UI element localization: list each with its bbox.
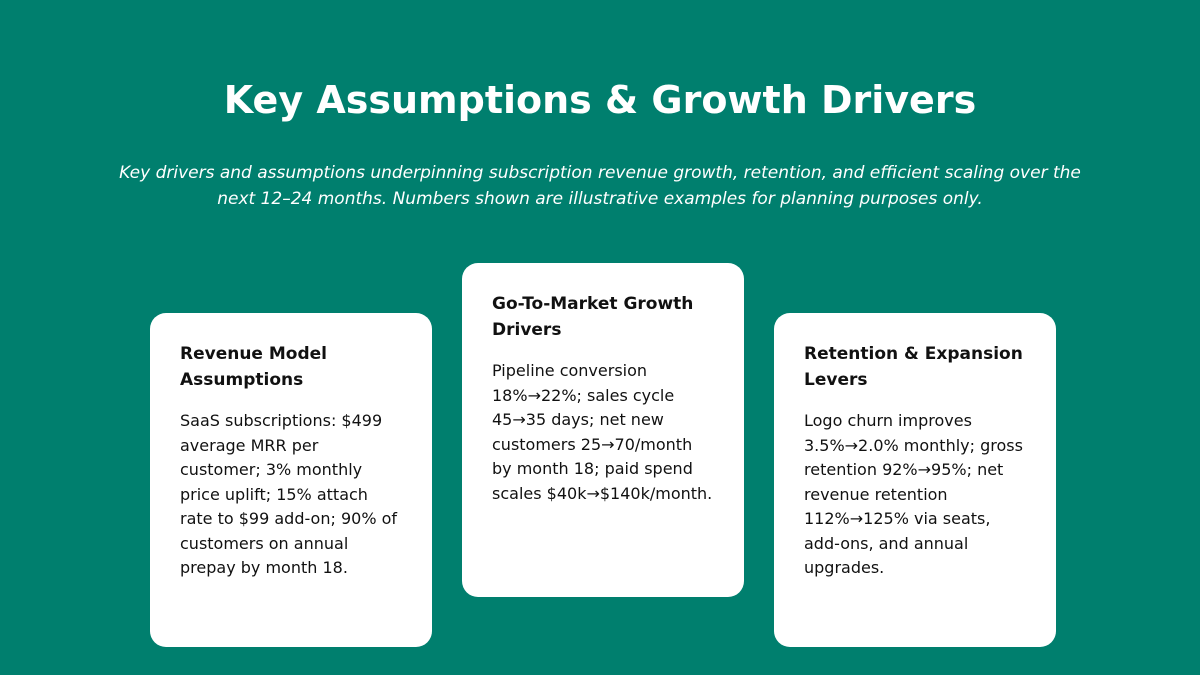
card-title: Go-To-Market Growth Drivers	[492, 294, 694, 340]
card-title: Retention & Expansion Levers	[804, 344, 1023, 390]
subtitle: Key drivers and assumptions underpinning…	[119, 163, 1081, 209]
card: Go-To-Market Growth Drivers Pipeline con…	[462, 263, 744, 597]
card: Retention & Expansion Levers Logo churn …	[774, 313, 1056, 647]
title: Key Assumptions & Growth Drivers	[223, 78, 977, 122]
card-body: SaaS subscriptions: $499 average MRR per…	[180, 411, 398, 577]
card-body: Logo churn improves 3.5%→2.0% monthly; g…	[804, 411, 1023, 577]
card-body: Pipeline conversion 18%→22%; sales cycle…	[492, 361, 713, 503]
card-title: Revenue Model Assumptions	[180, 344, 328, 390]
card: Revenue Model Assumptions SaaS subscript…	[150, 313, 432, 647]
